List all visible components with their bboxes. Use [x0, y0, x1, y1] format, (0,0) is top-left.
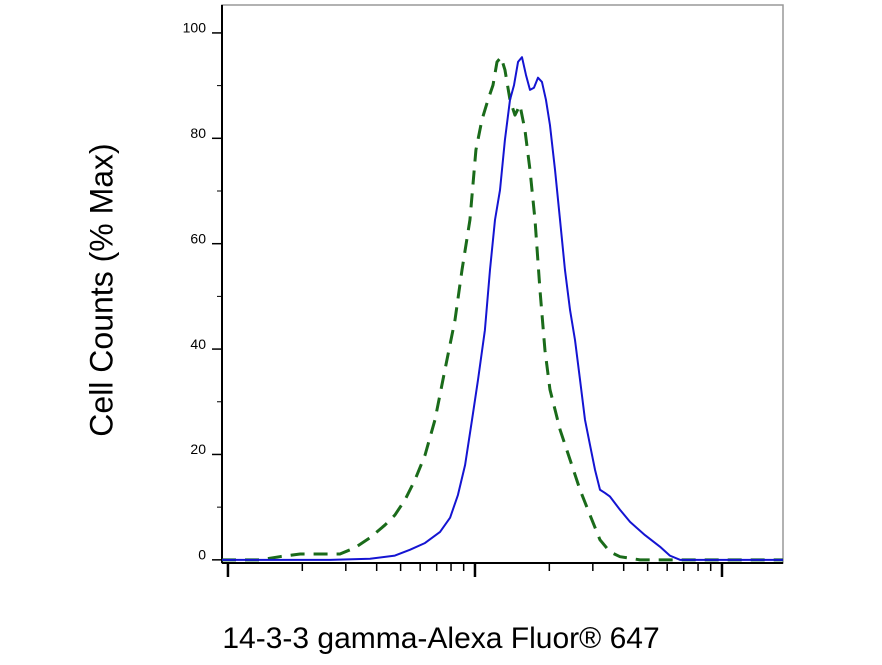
y-axis-label: Cell Counts (% Max): [83, 143, 119, 436]
y-tick-label: 0: [198, 547, 206, 563]
x-axis-label: 14-3-3 gamma-Alexa Fluor® 647: [222, 622, 659, 655]
y-tick-label: 20: [190, 441, 206, 457]
histogram-line: [222, 56, 783, 561]
plot-frame: [221, 4, 784, 564]
y-tick-label: 60: [190, 230, 206, 246]
y-tick-label: 40: [190, 336, 206, 352]
histogram-line: [222, 55, 783, 562]
y-tick-label: 100: [183, 20, 207, 36]
y-tick-label: 80: [190, 125, 206, 141]
